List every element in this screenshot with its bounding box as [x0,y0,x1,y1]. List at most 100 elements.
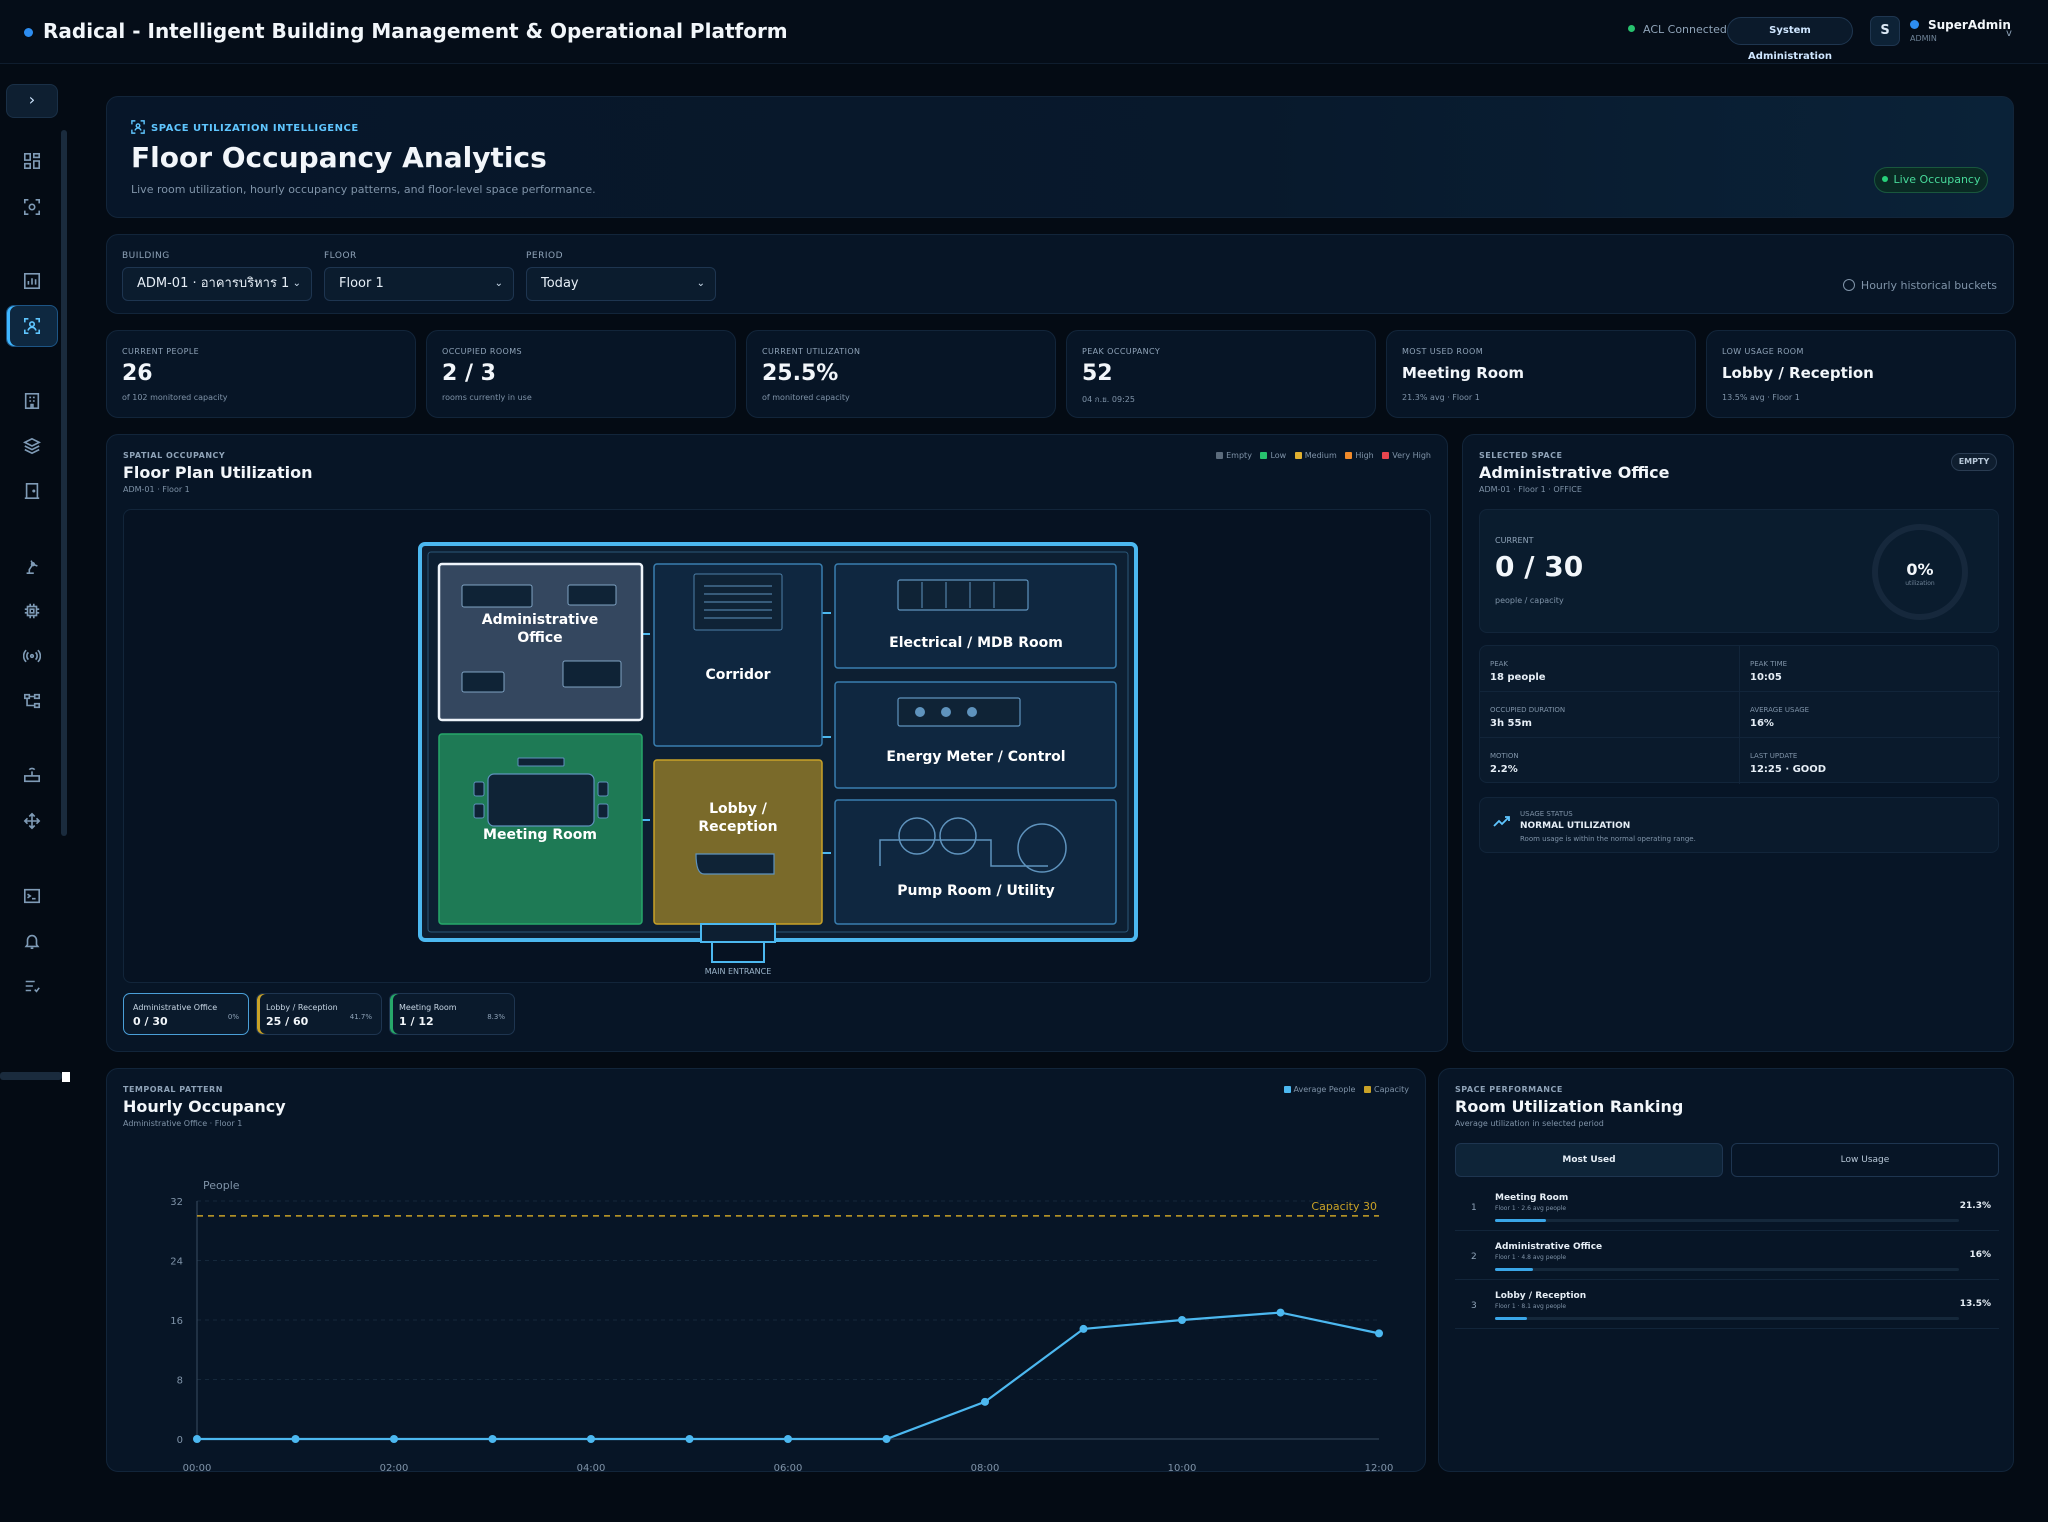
user-name[interactable]: SuperAdmin [1928,18,2011,32]
section-eyebrow-label: SPACE UTILIZATION INTELLIGENCE [151,123,359,134]
room-administrative-office[interactable]: Administrative Office [437,562,644,722]
stat-value: 18 people [1490,672,1546,683]
rank-bar-fill [1495,1219,1547,1222]
room-pill-lobby-reception[interactable]: Lobby / Reception 25 / 60 41.7% [256,993,382,1035]
chart-icon[interactable] [16,265,48,297]
sidebar-toggle-button[interactable]: › [6,84,58,118]
panel-subtitle: ADM-01 · Floor 1 [123,485,190,494]
room-pill-administrative-office[interactable]: Administrative Office 0 / 30 0% [123,993,249,1035]
kpi-value: 26 [122,361,153,386]
bell-icon[interactable] [16,925,48,957]
utilization-percent: 0% [1906,560,1934,579]
room-pill-name: Lobby / Reception [266,1003,338,1012]
y-tick-label: 8 [177,1376,183,1387]
room-pump-utility[interactable]: Pump Room / Utility [834,799,1117,925]
kpi-value: Meeting Room [1402,364,1525,382]
stat-label: PEAK TIME [1750,660,1788,668]
room-lobby-reception[interactable]: Lobby / Reception [653,759,823,925]
y-tick-label: 24 [170,1257,183,1268]
room-label-electrical: Electrical / MDB Room [889,635,1063,651]
sidebar-horizontal-scrollbar[interactable] [0,1072,62,1080]
avatar[interactable]: S [1870,16,1900,46]
list-check-icon[interactable] [16,970,48,1002]
robot-arm-icon[interactable] [16,550,48,582]
panel-title: Room Utilization Ranking [1455,1097,1684,1116]
tab-low-usage[interactable]: Low Usage [1731,1143,1999,1177]
legend-swatch-low [1260,452,1268,459]
kpi-value: 52 [1082,361,1113,386]
rank-bar-track [1495,1219,1959,1222]
building-label: BUILDING [122,251,170,261]
kpi-sub: 13.5% avg · Floor 1 [1722,393,1800,402]
data-point [587,1435,595,1443]
brand-logo-icon [24,28,33,37]
stat-value: 10:05 [1750,672,1782,683]
panel-eyebrow: SPACE PERFORMANCE [1455,1085,1563,1094]
stat-value: 3h 55m [1490,718,1532,729]
series-line-average-people [197,1311,1380,1441]
legend-swatch-medium [1294,452,1302,459]
y-tick-label: 16 [170,1316,183,1327]
ranking-row[interactable]: 1 Meeting Room Floor 1 · 2.6 avg people … [1455,1187,1999,1231]
page-header: SPACE UTILIZATION INTELLIGENCE Floor Occ… [106,96,2014,218]
network-icon[interactable] [16,685,48,717]
room-label-admin-line1: Administrative [482,612,599,628]
data-point [784,1435,792,1443]
selected-space-title: Administrative Office [1479,463,1670,482]
room-pill-meeting-room[interactable]: Meeting Room 1 / 12 8.3% [389,993,515,1035]
rank-room-meta: Floor 1 · 2.6 avg people [1495,1205,1567,1212]
router-icon[interactable] [16,759,48,791]
occupancy-icon[interactable] [6,305,58,347]
chevron-down-icon[interactable]: v [2006,28,2012,39]
scrollbar-corner-handle[interactable] [62,1072,70,1082]
rank-number: 3 [1471,1301,1477,1311]
building-select[interactable]: ADM-01 · อาคารบริหาร 1 ⌄ [122,267,312,301]
status-badge: EMPTY [1951,453,1997,471]
ranking-row[interactable]: 2 Administrative Office Floor 1 · 4.8 av… [1455,1236,1999,1280]
period-select[interactable]: Today ⌄ [526,267,716,301]
stat-label: LAST UPDATE [1750,752,1798,760]
live-occupancy-badge[interactable]: Live Occupancy [1874,167,1988,193]
room-label-lobby-line2: Reception [698,819,777,835]
data-point [291,1435,300,1443]
legend-empty: Empty [1226,451,1252,460]
top-bar: Radical - Intelligent Building Managemen… [0,0,2048,64]
x-tick-label: 00:00 [183,1463,212,1471]
rank-percent: 13.5% [1959,1299,1991,1309]
room-pill-value: 0 / 30 [133,1015,168,1028]
floor-select[interactable]: Floor 1 ⌄ [324,267,514,301]
y-tick-label: 32 [170,1197,183,1208]
chip-icon[interactable] [16,595,48,627]
system-administration-button[interactable]: System Administration [1727,17,1853,62]
room-energy-meter[interactable]: Energy Meter / Control [834,681,1117,789]
data-point [981,1397,989,1406]
panel-title: Hourly Occupancy [123,1097,286,1116]
building-inner-outline [427,551,1129,933]
selected-space-subtitle: ADM-01 · Floor 1 · OFFICE [1479,485,1582,494]
room-meeting-room[interactable]: Meeting Room [438,733,643,925]
kpi-label: CURRENT PEOPLE [122,347,200,356]
terminal-icon[interactable] [16,880,48,912]
hourly-occupancy-chart[interactable]: People 0 8 16 24 32 00:00 02:00 04:00 06:00 08:00 1… [107,1141,1425,1471]
legend-low: Low [1270,451,1287,460]
stat-average-usage: AVERAGE USAGE 16% [1740,692,2000,738]
legend-very-high: Very High [1392,451,1431,460]
door-icon[interactable] [16,475,48,507]
data-point [685,1435,694,1443]
scan-icon[interactable] [16,191,48,223]
dashboard-icon[interactable] [16,145,48,177]
sidebar-scrollbar[interactable] [61,130,67,836]
rank-bar-fill [1495,1268,1534,1271]
legend-capacity: Capacity [1374,1085,1409,1094]
room-label-admin-line2: Office [517,630,562,646]
layers-icon[interactable] [16,430,48,462]
x-tick-label: 04:00 [577,1463,606,1471]
kpi-sub: 21.3% avg · Floor 1 [1402,393,1480,402]
ranking-row[interactable]: 3 Lobby / Reception Floor 1 · 8.1 avg pe… [1455,1285,1999,1329]
room-corridor[interactable]: Corridor [653,563,823,747]
move-icon[interactable] [16,805,48,837]
building-icon[interactable] [16,385,48,417]
tab-most-used[interactable]: Most Used [1455,1143,1723,1177]
signal-icon[interactable] [16,640,48,672]
room-electrical-mdb[interactable]: Electrical / MDB Room [834,563,1117,669]
